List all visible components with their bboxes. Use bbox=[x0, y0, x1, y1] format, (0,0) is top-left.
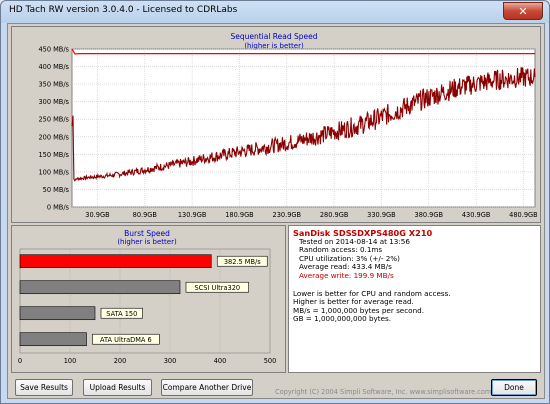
read-speed-series bbox=[71, 67, 536, 182]
bar-label-box bbox=[92, 333, 160, 345]
x-tick-label: 480.9GB bbox=[509, 211, 538, 219]
chart-title: Sequential Read Speed bbox=[230, 32, 317, 41]
bar-label-box bbox=[185, 281, 249, 293]
y-tick-label: 200 MB/s bbox=[38, 133, 69, 141]
burst-bar bbox=[19, 280, 181, 295]
compare-drive-button[interactable]: Compare Another Drive bbox=[161, 379, 253, 396]
y-tick-label: 450 MB/s bbox=[38, 46, 69, 54]
x-tick-label: 80.9GB bbox=[133, 211, 158, 219]
y-tick-label: 50 MB/s bbox=[43, 186, 70, 194]
y-tick-label: 150 MB/s bbox=[38, 151, 69, 159]
x-tick-label: 380.9GB bbox=[415, 211, 444, 219]
y-tick-label: 100 MB/s bbox=[38, 168, 69, 176]
x-tick-label: 200 bbox=[114, 357, 127, 365]
cpu-utilization: CPU utilization: 3% (+/- 2%) bbox=[299, 253, 400, 263]
access-series bbox=[71, 48, 535, 55]
title-bar[interactable]: HD Tach RW version 3.0.4.0 - Licensed to… bbox=[1, 1, 549, 23]
y-tick-label: 400 MB/s bbox=[38, 63, 69, 71]
copyright-text: Copyright (C) 2004 Simpli Software, Inc.… bbox=[275, 388, 492, 396]
note-cpu: Lower is better for CPU and random acces… bbox=[293, 288, 451, 298]
x-tick-label: 500 bbox=[264, 357, 277, 365]
burst-speed-panel: Burst Speed (higher is better) 382.5 MB/… bbox=[11, 225, 286, 373]
bar-label-box bbox=[216, 255, 268, 267]
close-button[interactable]: ✕ bbox=[503, 2, 543, 20]
random-access: Random access: 0.1ms bbox=[299, 245, 383, 255]
bar-label: ATA UltraDMA 6 bbox=[100, 336, 152, 344]
x-tick-label: 430.9GB bbox=[462, 211, 491, 219]
note-mbs: MB/s = 1,000,000 bytes per second. bbox=[293, 305, 424, 315]
x-tick-label: 230.9GB bbox=[273, 211, 302, 219]
burst-subtitle: (higher is better) bbox=[117, 238, 177, 246]
burst-bar bbox=[19, 254, 212, 269]
average-write: Average write: 199.9 MB/s bbox=[299, 270, 394, 280]
x-tick-label: 280.9GB bbox=[320, 211, 349, 219]
burst-title: Burst Speed bbox=[124, 229, 170, 238]
burst-bar bbox=[19, 306, 96, 321]
bar-label-box bbox=[100, 307, 143, 319]
bar-label: SCSI Ultra320 bbox=[194, 284, 240, 292]
done-button[interactable]: Done bbox=[491, 379, 537, 396]
x-tick-label: 100 bbox=[64, 357, 77, 365]
x-tick-label: 30.9GB bbox=[85, 211, 110, 219]
x-tick-label: 400 bbox=[214, 357, 227, 365]
results-panel: SanDisk SDSSDXPS480G X210 Tested on 2014… bbox=[288, 225, 541, 373]
x-tick-label: 300 bbox=[164, 357, 177, 365]
x-tick-label: 180.9GB bbox=[225, 211, 254, 219]
y-tick-label: 250 MB/s bbox=[38, 116, 69, 124]
bar-label: 382.5 MB/s bbox=[224, 258, 261, 266]
burst-speed-chart: Burst Speed (higher is better) 382.5 MB/… bbox=[18, 229, 277, 365]
x-tick-label: 130.9GB bbox=[178, 211, 207, 219]
y-tick-label: 300 MB/s bbox=[38, 98, 69, 106]
sequential-read-chart: Sequential Read Speed (higher is better)… bbox=[38, 32, 538, 219]
note-read: Higher is better for average read. bbox=[293, 297, 414, 307]
note-gb: GB = 1,000,000,000 bytes. bbox=[293, 314, 392, 324]
save-results-button[interactable]: Save Results bbox=[15, 379, 73, 396]
client-area: Sequential Read Speed (higher is better)… bbox=[7, 23, 545, 399]
sequential-read-panel: Sequential Read Speed (higher is better)… bbox=[11, 26, 541, 223]
tested-on: Tested on 2014-08-14 at 13:56 bbox=[299, 236, 410, 246]
x-tick-label: 330.9GB bbox=[367, 211, 396, 219]
upload-results-button[interactable]: Upload Results bbox=[83, 379, 152, 396]
burst-bar bbox=[19, 332, 87, 347]
y-tick-label: 0 MB/s bbox=[47, 204, 70, 212]
results-text: SanDisk SDSSDXPS480G X210 Tested on 2014… bbox=[293, 229, 451, 324]
chart-subtitle: (higher is better) bbox=[244, 42, 304, 50]
bar-label: SATA 150 bbox=[106, 310, 137, 318]
window-title: HD Tach RW version 3.0.4.0 - Licensed to… bbox=[9, 5, 238, 15]
x-tick-label: 0 bbox=[18, 357, 22, 365]
average-read: Average read: 433.4 MB/s bbox=[299, 262, 392, 272]
y-tick-label: 350 MB/s bbox=[38, 81, 69, 89]
drive-name: SanDisk SDSSDXPS480G X210 bbox=[293, 228, 433, 238]
